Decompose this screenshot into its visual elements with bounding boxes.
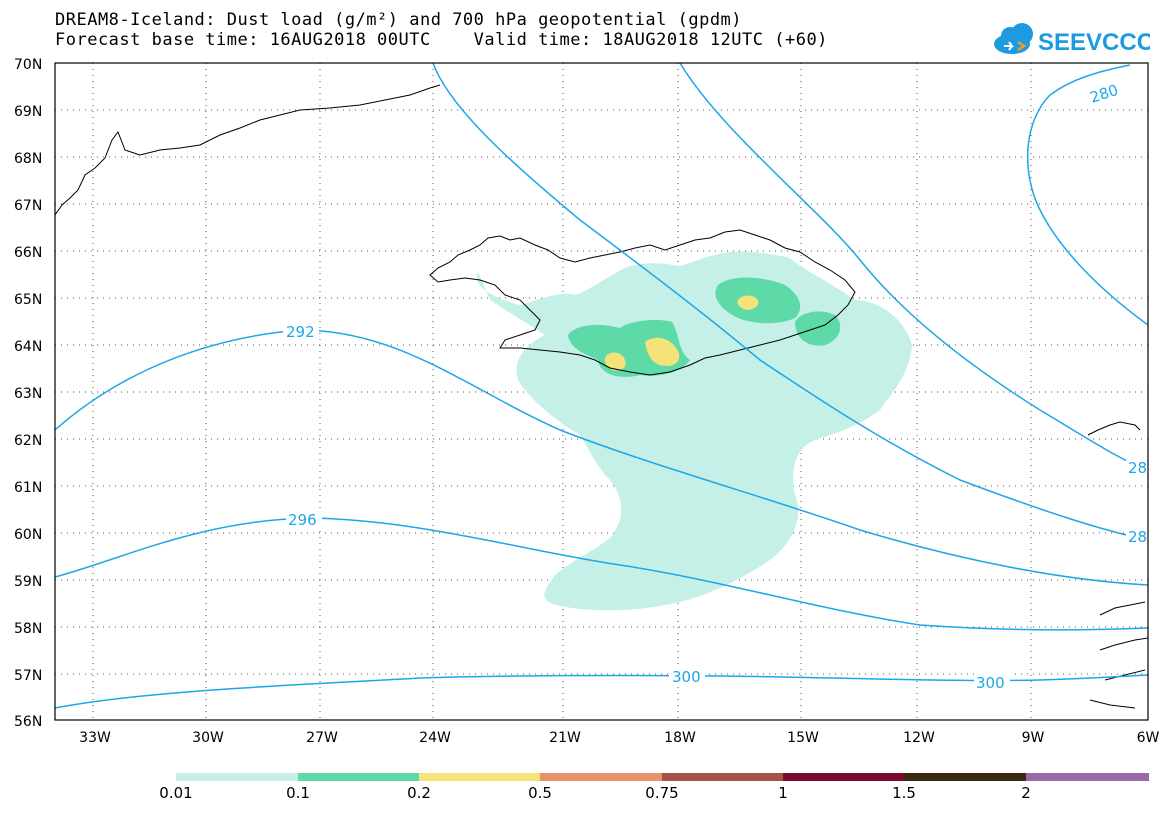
contour-label: 292 [286,323,315,341]
contour-north-east-2 [432,63,1148,541]
lat-label: 64N [14,339,42,355]
lon-axis: 33W 30W 27W 24W 21W 18W 15W 12W 9W 6W [79,730,1159,746]
coastlines [55,84,1148,709]
lon-label: 18W [664,730,696,746]
contour-label: 296 [288,511,317,529]
lat-label: 65N [14,292,42,308]
contour-280-east [1026,64,1148,326]
colorbar-segment [1026,773,1149,781]
lon-label: 12W [903,730,935,746]
colorbar-segment [783,773,904,781]
colorbar-segment [540,773,662,781]
seevccc-logo: SEEVCCC [994,23,1150,56]
colorbar-segment [662,773,783,781]
contour-north-east-1 [679,63,1148,471]
colorbar-segment [298,773,419,781]
dust-area-high [604,352,626,371]
geopotential-contours [55,63,1148,709]
lat-label: 68N [14,151,42,167]
map-title: DREAM8-Iceland: Dust load (g/m²) and 700… [55,10,743,30]
colorbar-label: 0.5 [528,784,552,802]
forecast-time-label: Forecast base time: 16AUG2018 00UTC Vali… [55,30,828,50]
colorbar-label: 1.5 [892,784,916,802]
lat-label: 57N [14,668,42,684]
dust-area-high [645,337,680,366]
colorbar-label: 0.2 [407,784,431,802]
lon-label: 27W [306,730,338,746]
colorbar-label: 0.01 [159,784,193,802]
lat-label: 59N [14,574,42,590]
contour-label: 280 [1088,81,1121,107]
contour-292 [55,329,1148,586]
colorbar-segment [904,773,1026,781]
lat-label: 67N [14,198,42,214]
lat-label: 69N [14,104,42,120]
dust-area-high [737,295,759,310]
cloud-icon [994,23,1033,54]
lat-label: 56N [14,714,42,730]
logo-text: SEEVCCC [1038,29,1150,56]
colorbar-segment [176,773,298,781]
lat-axis: 70N 69N 68N 67N 66N 65N 64N 63N 62N 61N … [14,57,42,730]
contour-label: 300 [672,668,701,686]
map-frame [54,62,1149,721]
lon-label: 21W [549,730,581,746]
lon-label: 9W [1022,730,1045,746]
colorbar-label: 0.1 [286,784,310,802]
lon-label: 24W [419,730,451,746]
lat-label: 62N [14,433,42,449]
contour-label: 28 [1128,459,1147,477]
dust-area-light [476,251,912,611]
lon-label: 30W [192,730,224,746]
dust-area-medium [795,311,841,346]
colorbar-label: 0.75 [645,784,679,802]
lon-label: 33W [79,730,111,746]
lat-label: 63N [14,386,42,402]
lat-label: 66N [14,245,42,261]
contour-296 [55,517,1148,631]
colorbar-label: 2 [1021,784,1031,802]
contour-300 [55,674,1148,709]
colorbar-segment [419,773,540,781]
lon-label: 6W [1137,730,1160,746]
lat-label: 58N [14,621,42,637]
contour-label: 28 [1128,528,1147,546]
contour-label: 300 [976,674,1005,692]
lat-label: 60N [14,527,42,543]
lat-label: 70N [14,57,42,73]
colorbar-label: 1 [778,784,788,802]
lat-label: 61N [14,480,42,496]
lon-label: 15W [787,730,819,746]
